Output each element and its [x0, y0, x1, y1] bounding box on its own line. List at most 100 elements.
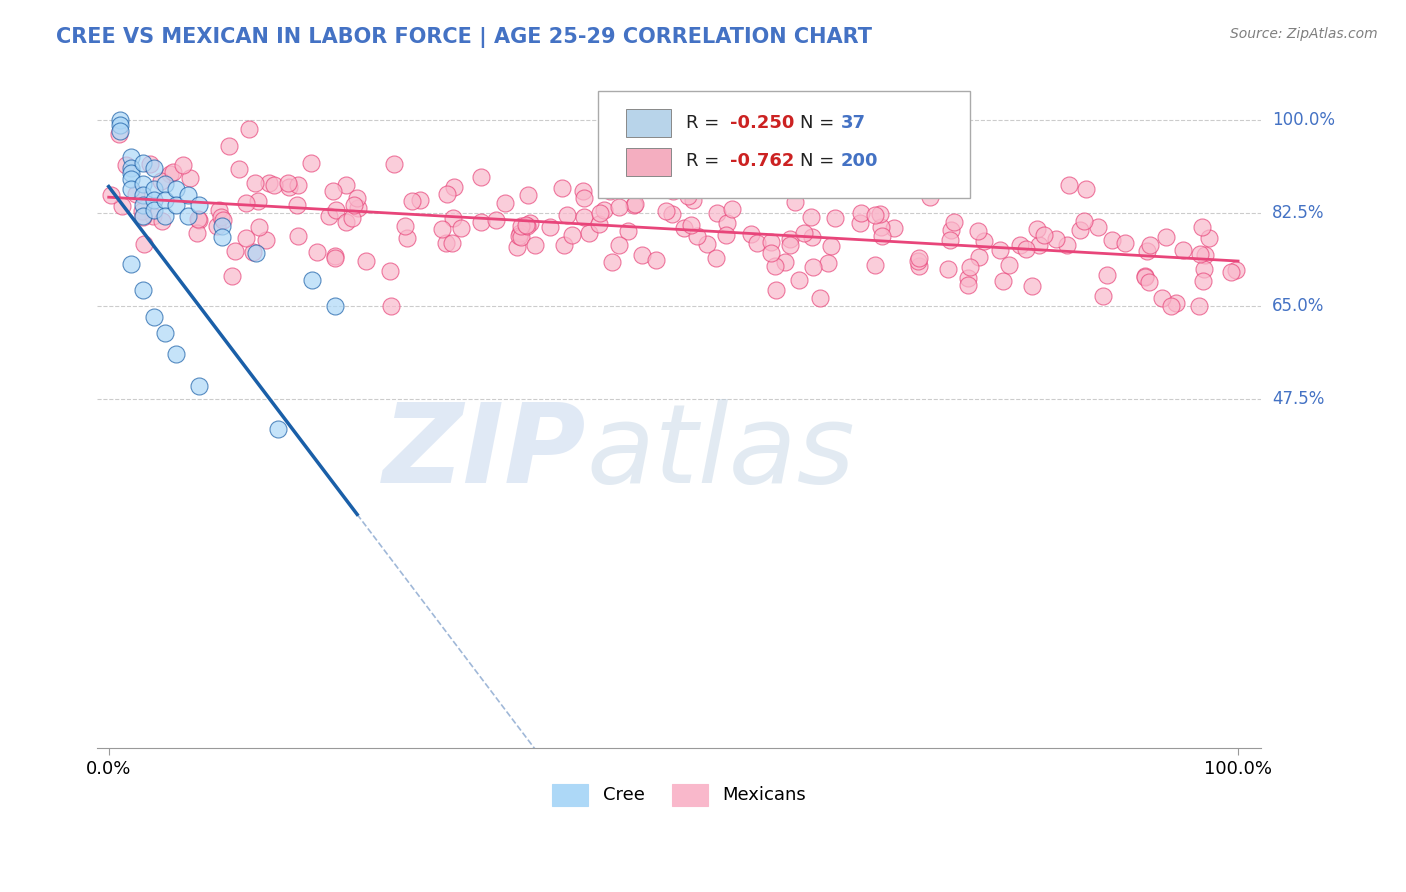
Point [441, 211, 464, 225]
Point [510, 219, 533, 234]
Point [759, 235, 782, 250]
Point [131, 187, 153, 202]
Point [883, 220, 905, 235]
Point [235, 231, 257, 245]
Point [510, 229, 533, 244]
Point [166, 198, 188, 212]
Point [166, 182, 188, 196]
Point [211, 219, 233, 234]
Point [745, 236, 768, 251]
Point [801, 260, 824, 275]
Point [785, 194, 807, 209]
Point [212, 213, 235, 227]
Point [682, 193, 704, 207]
Point [706, 206, 728, 220]
Point [267, 422, 290, 436]
Point [209, 211, 232, 225]
Point [277, 176, 299, 190]
Point [607, 238, 630, 252]
Point [1164, 295, 1187, 310]
Point [1198, 231, 1220, 245]
Point [1160, 299, 1182, 313]
Point [108, 127, 131, 141]
Point [1032, 228, 1054, 243]
Point [967, 224, 990, 238]
Point [538, 219, 561, 234]
Point [287, 178, 309, 193]
Point [188, 198, 211, 212]
Text: 65.0%: 65.0% [1272, 297, 1324, 315]
Point [340, 211, 363, 225]
Point [661, 207, 683, 221]
Legend: Cree, Mexicans: Cree, Mexicans [546, 776, 813, 813]
Point [959, 260, 981, 274]
Point [516, 219, 538, 234]
Point [186, 226, 208, 240]
Point [870, 220, 893, 235]
Point [131, 209, 153, 223]
Point [318, 209, 340, 223]
Point [654, 203, 676, 218]
Point [108, 119, 131, 133]
Point [221, 268, 243, 283]
Point [1135, 269, 1157, 284]
Point [120, 171, 142, 186]
Point [142, 182, 165, 196]
Point [245, 246, 267, 260]
Point [509, 226, 531, 240]
Point [470, 215, 492, 229]
Point [942, 215, 965, 229]
Point [589, 205, 612, 219]
Text: ZIP: ZIP [382, 400, 586, 507]
Point [820, 239, 842, 253]
Point [443, 179, 465, 194]
Point [939, 223, 962, 237]
Point [907, 254, 929, 268]
Point [849, 215, 872, 229]
Point [242, 244, 264, 259]
Point [394, 219, 416, 233]
Point [125, 186, 148, 201]
Point [131, 283, 153, 297]
Point [720, 202, 742, 216]
Point [908, 259, 931, 273]
Point [1091, 289, 1114, 303]
Point [108, 123, 131, 137]
Point [765, 283, 787, 297]
Point [153, 193, 176, 207]
Point [172, 158, 194, 172]
Point [224, 244, 246, 258]
Point [207, 219, 229, 233]
Point [470, 170, 492, 185]
Point [973, 234, 995, 248]
Point [132, 211, 155, 225]
Point [257, 176, 280, 190]
Point [382, 156, 405, 170]
Point [633, 178, 655, 193]
Point [685, 229, 707, 244]
Point [346, 202, 368, 216]
Point [247, 194, 270, 209]
Point [322, 184, 344, 198]
Text: -0.762: -0.762 [730, 153, 794, 170]
Point [519, 216, 541, 230]
Point [409, 193, 432, 207]
Point [938, 233, 960, 247]
Point [188, 379, 211, 393]
Point [599, 184, 621, 198]
Point [177, 209, 200, 223]
Point [773, 255, 796, 269]
Point [142, 203, 165, 218]
Point [793, 227, 815, 241]
Point [1220, 264, 1243, 278]
Point [1015, 242, 1038, 256]
Point [1010, 238, 1032, 252]
Point [704, 251, 727, 265]
Point [662, 184, 685, 198]
Point [187, 212, 209, 227]
Point [1028, 237, 1050, 252]
Point [1136, 244, 1159, 259]
Point [138, 157, 160, 171]
Point [623, 196, 645, 211]
Point [187, 213, 209, 227]
